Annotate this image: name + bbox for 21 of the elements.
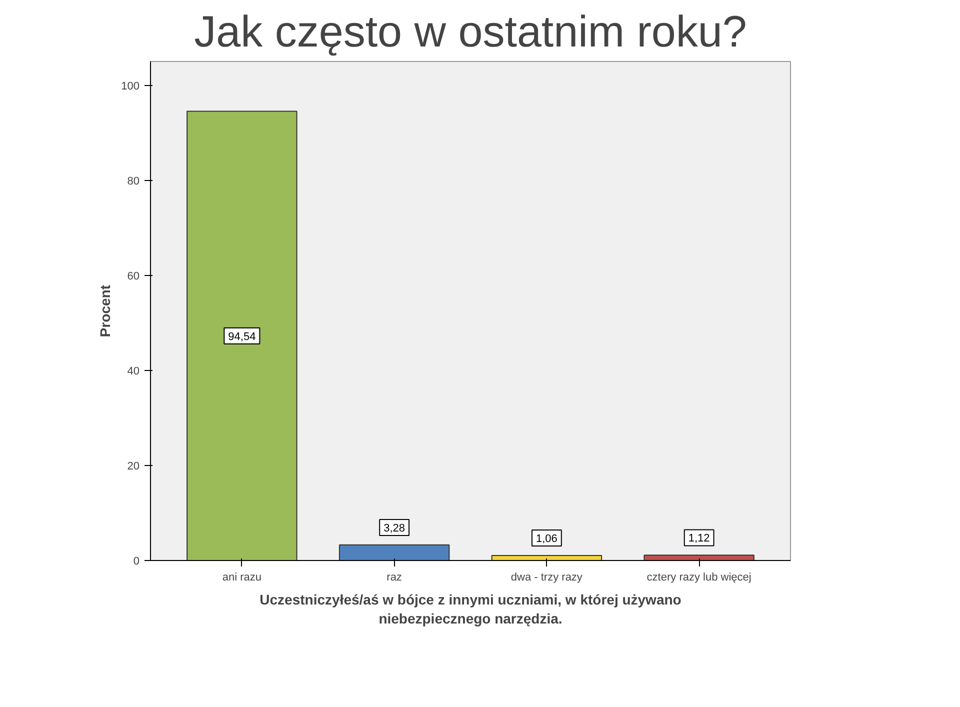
x-tick-label: raz bbox=[386, 572, 402, 584]
data-label: 1,12 bbox=[688, 532, 710, 545]
x-axis-title: Uczestniczyłeś/aś w bójce z innymi uczniami, w której używano niebezpiecznego narzędzia. bbox=[260, 592, 682, 627]
x-tick-label: ani razu bbox=[222, 572, 262, 584]
x-tick-label: cztery razy lub więcej bbox=[646, 572, 752, 584]
data-label: 94,54 bbox=[228, 330, 256, 343]
chart-title: Jak często w ostatnim roku? bbox=[194, 8, 747, 56]
data-label: 1,06 bbox=[536, 532, 558, 545]
y-tick-label: 80 bbox=[127, 175, 140, 188]
bar bbox=[491, 554, 602, 560]
y-tick-label: 20 bbox=[127, 460, 140, 472]
y-axis-title: Procent bbox=[97, 284, 114, 338]
y-tick-label: 0 bbox=[133, 556, 140, 568]
y-tick-label: 100 bbox=[121, 80, 140, 92]
data-label: 3,28 bbox=[384, 522, 406, 534]
bar bbox=[186, 110, 298, 560]
y-tick-label: 60 bbox=[127, 270, 140, 282]
bar bbox=[338, 544, 450, 560]
x-tick-label: dwa - trzy razy bbox=[510, 572, 583, 584]
bar bbox=[644, 554, 754, 560]
y-tick-label: 40 bbox=[127, 365, 140, 378]
